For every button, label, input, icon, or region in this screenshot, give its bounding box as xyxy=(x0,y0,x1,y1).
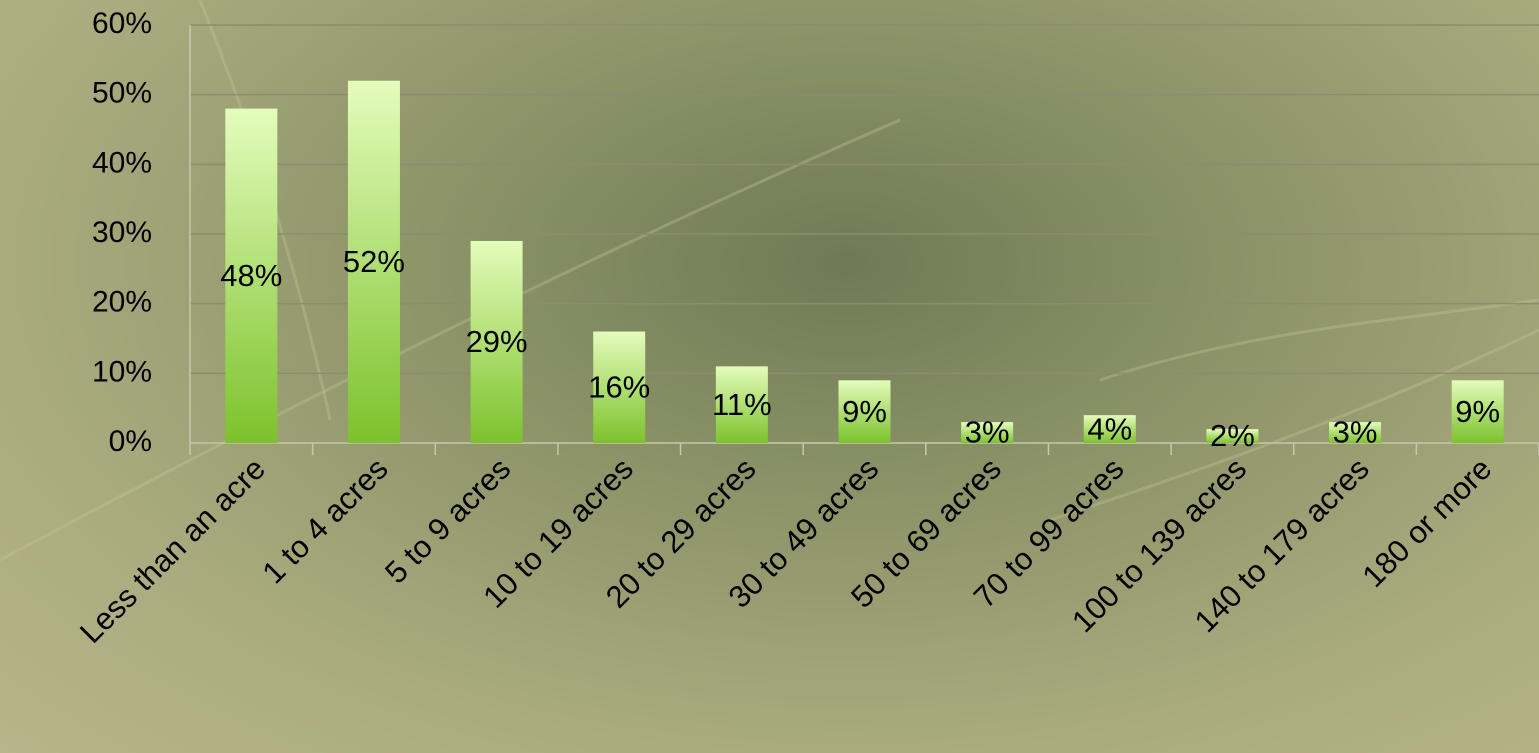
x-tick-label: Less than an acre xyxy=(73,451,272,650)
bar xyxy=(715,366,768,443)
x-tick-label: 1 to 4 acres xyxy=(255,451,394,590)
data-label: 2% xyxy=(1210,418,1255,453)
bar xyxy=(1083,415,1136,443)
bar xyxy=(593,331,646,443)
data-label: 9% xyxy=(1455,394,1500,429)
bar xyxy=(225,108,278,443)
y-tick-label: 40% xyxy=(92,146,152,179)
x-tick-label: 180 or more xyxy=(1355,451,1498,594)
y-tick-label: 10% xyxy=(92,355,152,388)
data-label: 3% xyxy=(965,415,1010,450)
y-tick-label: 30% xyxy=(92,216,152,249)
y-tick-label: 20% xyxy=(92,286,152,319)
data-label: 11% xyxy=(712,387,772,422)
bar xyxy=(470,240,523,443)
data-label: 48% xyxy=(220,258,282,293)
y-tick-label: 60% xyxy=(92,7,152,40)
data-label: 3% xyxy=(1333,415,1378,450)
bar xyxy=(838,380,891,443)
leaf-veins xyxy=(0,0,1539,562)
y-tick-label: 50% xyxy=(92,77,152,110)
data-label: 29% xyxy=(466,324,528,359)
data-label: 9% xyxy=(842,394,887,429)
bar xyxy=(347,80,400,443)
bar xyxy=(1451,380,1504,443)
data-label: 4% xyxy=(1087,411,1132,446)
data-label: 16% xyxy=(588,369,650,404)
y-tick-label: 0% xyxy=(109,425,152,458)
data-label: 52% xyxy=(343,244,405,279)
bar xyxy=(1206,429,1259,443)
bar xyxy=(1329,422,1382,443)
bar xyxy=(961,422,1014,443)
